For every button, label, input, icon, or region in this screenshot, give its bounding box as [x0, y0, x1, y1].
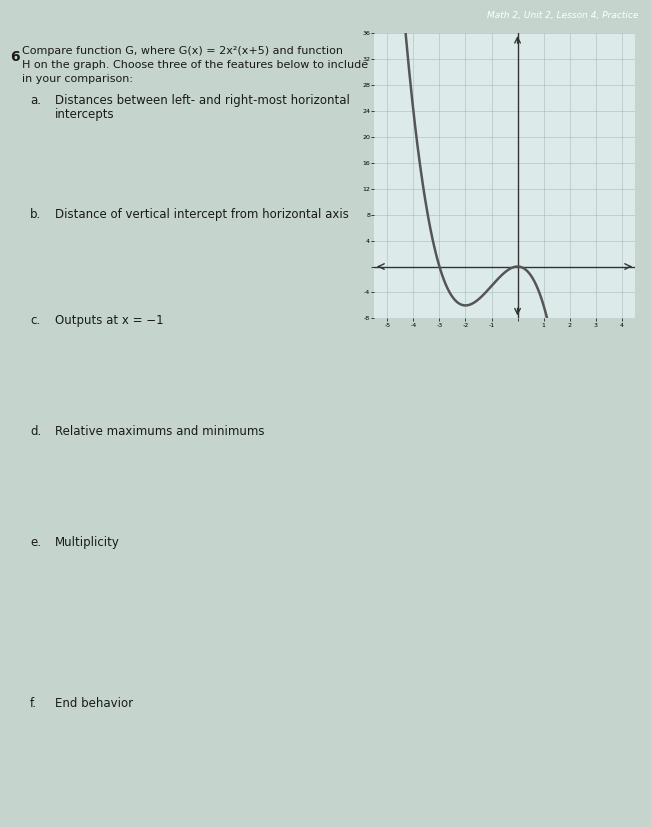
Text: Distances between left- and right-most horizontal: Distances between left- and right-most h…	[55, 94, 350, 107]
Text: f.: f.	[30, 697, 37, 710]
Text: c.: c.	[30, 313, 40, 327]
Text: d.: d.	[30, 425, 41, 437]
Text: a.: a.	[30, 94, 41, 107]
Text: intercepts: intercepts	[55, 108, 115, 121]
Text: Distance of vertical intercept from horizontal axis: Distance of vertical intercept from hori…	[55, 208, 349, 221]
Text: Outputs at x = −1: Outputs at x = −1	[55, 313, 163, 327]
Text: Compare function G, where G(x) = 2x²(x+5) and function: Compare function G, where G(x) = 2x²(x+5…	[22, 45, 343, 55]
Text: 6: 6	[10, 50, 20, 64]
Text: H on the graph. Choose three of the features below to include: H on the graph. Choose three of the feat…	[22, 60, 368, 69]
Text: Multiplicity: Multiplicity	[55, 536, 120, 548]
Text: b.: b.	[30, 208, 41, 221]
Text: e.: e.	[30, 536, 41, 548]
Text: Math 2, Unit 2, Lesson 4, Practice: Math 2, Unit 2, Lesson 4, Practice	[486, 12, 638, 20]
Text: Relative maximums and minimums: Relative maximums and minimums	[55, 425, 264, 437]
Text: End behavior: End behavior	[55, 697, 133, 710]
Text: in your comparison:: in your comparison:	[22, 74, 133, 84]
